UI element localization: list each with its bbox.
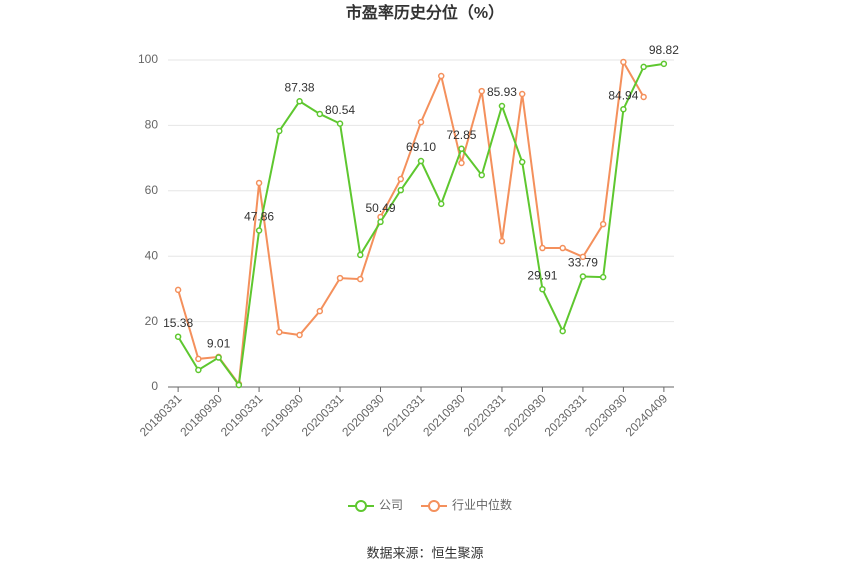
data-label: 72.85 (446, 128, 476, 142)
point (417, 157, 425, 165)
point (174, 333, 182, 340)
source: 数据来源：恒生聚源 (366, 545, 483, 560)
point (377, 218, 384, 226)
x-tick-label: 20240409 (623, 391, 671, 439)
x-tick-label: 20180331 (137, 391, 185, 439)
data-label: 50.49 (366, 201, 396, 215)
point (498, 102, 506, 110)
point (599, 220, 607, 228)
data-label: 80.54 (325, 103, 355, 117)
legend-label: 公司 (379, 498, 403, 512)
series-line (177, 62, 665, 388)
point (174, 286, 182, 294)
legend-marker (428, 500, 440, 512)
point (518, 158, 526, 166)
point (539, 285, 546, 293)
data-label: 29.91 (527, 268, 557, 282)
point (255, 227, 263, 234)
point (316, 110, 324, 118)
point (599, 273, 607, 281)
x-tick-label: 20220930 (501, 391, 549, 439)
data-label: 98.82 (649, 43, 679, 57)
point (336, 274, 344, 282)
legend-label: 行业中位数 (452, 497, 512, 512)
point (336, 120, 344, 127)
legend-item[interactable]: 行业中位数 (421, 497, 512, 512)
y-tick-label: 40 (145, 248, 159, 262)
point (640, 93, 647, 101)
x-tick-label: 20230331 (542, 391, 590, 439)
point (458, 159, 465, 167)
point (579, 253, 587, 261)
y-tick-label: 20 (145, 314, 159, 328)
point (437, 200, 445, 208)
x-tick-label: 20220331 (461, 391, 509, 439)
point (276, 127, 283, 135)
point (215, 354, 222, 361)
x-tick-label: 20230930 (582, 391, 630, 439)
data-label: 85.93 (487, 85, 517, 99)
data-label: 47.86 (244, 210, 274, 224)
data-label: 87.38 (285, 80, 315, 94)
point (559, 327, 566, 335)
x-tick-label: 20210331 (380, 391, 428, 439)
point (417, 118, 425, 126)
point (296, 98, 303, 105)
y-tick-label: 60 (145, 183, 159, 197)
point (276, 328, 283, 336)
point (296, 331, 303, 339)
point (539, 244, 546, 252)
point (559, 244, 566, 252)
point (195, 355, 202, 363)
x-tick-label: 20180930 (177, 391, 225, 439)
y-tick-label: 0 (151, 379, 158, 393)
point (437, 72, 445, 80)
point (579, 273, 587, 280)
legend-item[interactable]: 公司 (348, 498, 403, 512)
data-label: 9.01 (207, 337, 231, 351)
point (357, 275, 364, 283)
y-tick-label: 80 (145, 118, 159, 132)
point (195, 366, 202, 374)
x-tick-label: 20210930 (420, 391, 468, 439)
point (518, 90, 526, 98)
point (235, 381, 243, 389)
x-tick-label: 20190930 (258, 391, 306, 439)
point (397, 186, 405, 194)
x-tick-label: 20190331 (218, 391, 266, 439)
point (620, 105, 627, 113)
series-line (177, 58, 645, 387)
data-label: 69.10 (406, 140, 436, 154)
point (660, 60, 668, 68)
point (458, 145, 465, 153)
x-tick-label: 20200930 (339, 391, 387, 439)
x-tick-label: 20200331 (299, 391, 347, 439)
point (478, 87, 485, 95)
point (255, 179, 263, 187)
y-tick-label: 100 (138, 52, 158, 66)
point (357, 251, 364, 259)
point (397, 175, 405, 183)
legend-marker (355, 500, 367, 512)
chart-title: 市盈率历史分位（%） (346, 3, 504, 22)
point (620, 58, 627, 66)
point (498, 237, 506, 245)
point (478, 171, 485, 179)
data-label: 15.38 (163, 316, 193, 330)
point (640, 63, 647, 71)
data-label: 33.79 (568, 256, 598, 270)
point (316, 307, 324, 315)
data-label: 84.94 (608, 88, 638, 102)
